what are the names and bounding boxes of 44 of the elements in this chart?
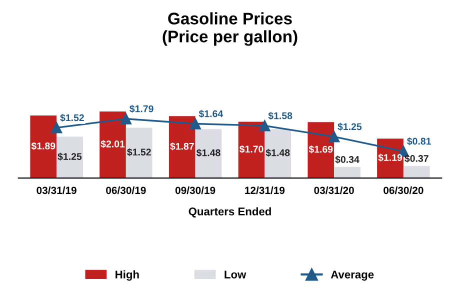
x-tick-label: 03/31/20 (314, 186, 354, 194)
point (328, 131, 340, 142)
x-tick-label: 06/30/19 (106, 186, 146, 194)
bar (308, 122, 334, 178)
data-label: $1.52 (60, 114, 84, 122)
bar (168, 116, 196, 178)
x-axis-title: Quarters Ended (188, 207, 271, 218)
data-label: $1.79 (130, 104, 154, 113)
point (259, 120, 270, 132)
data-label: $1.64 (198, 110, 224, 118)
bar (334, 166, 360, 178)
data-label: $1.89 (31, 142, 56, 150)
x-tick-label: 03/31/19 (36, 186, 76, 194)
data-label: $1.58 (268, 112, 292, 120)
x-tick-label: 06/30/20 (384, 186, 424, 194)
data-label: $0.37 (404, 154, 428, 163)
bar (195, 129, 222, 178)
data-label: $1.69 (308, 145, 333, 154)
bar (403, 166, 430, 178)
point (120, 113, 132, 124)
legend-label: Average (330, 270, 374, 281)
x-tick-label: 09/30/19 (175, 186, 216, 194)
point (190, 118, 201, 130)
data-label: $1.19 (378, 154, 402, 162)
data-label: $1.70 (239, 145, 264, 154)
bar (264, 129, 292, 178)
bar (100, 112, 126, 178)
legend-label: High (116, 270, 139, 281)
chart-title: Gasoline Prices (Price per gallon) (162, 12, 298, 46)
data-label: $1.48 (266, 148, 290, 157)
data-label: $2.01 (100, 140, 125, 148)
bar (30, 115, 57, 178)
data-label: $0.81 (407, 137, 431, 146)
legend-label: Low (224, 270, 246, 278)
bar (56, 136, 83, 178)
point (51, 122, 62, 134)
bar (126, 128, 152, 178)
data-label: $1.87 (170, 142, 194, 150)
data-label: $1.48 (196, 148, 220, 157)
x-tick-label: 12/31/19 (245, 186, 285, 194)
data-label: $1.25 (338, 122, 362, 131)
data-label: $1.52 (127, 148, 151, 156)
data-label: $1.25 (58, 152, 82, 161)
data-label: $0.34 (335, 156, 360, 164)
